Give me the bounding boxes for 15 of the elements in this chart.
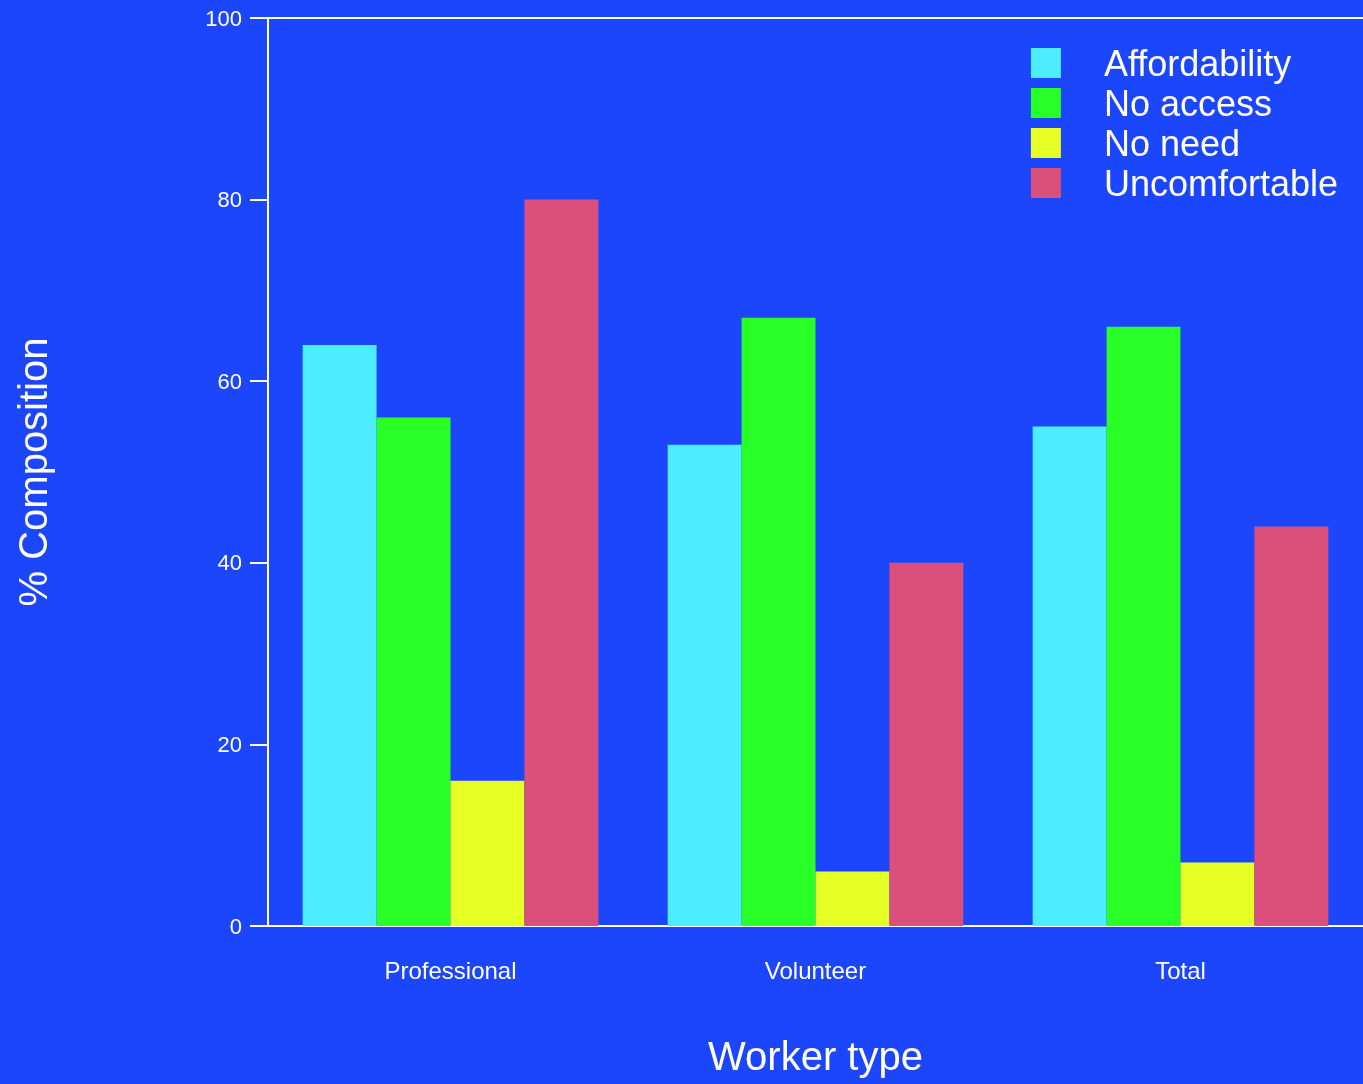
y-tick-label: 0 (229, 913, 242, 939)
x-tick-label: Professional (384, 956, 517, 984)
y-tick-label: 80 (217, 187, 242, 213)
y-tick-label: 40 (217, 550, 242, 576)
y-axis-title: % Composition (11, 337, 55, 607)
x-axis-title: Worker type (708, 1034, 923, 1078)
y-tick-label: 60 (217, 368, 242, 394)
legend-label: Uncomfortable (1103, 162, 1338, 204)
y-tick-label: 20 (217, 731, 242, 757)
x-tick-label: Total (1155, 956, 1206, 984)
legend-label: No need (1103, 122, 1240, 164)
x-tick-label: Volunteer (764, 956, 867, 984)
legend-label: Affordability (1103, 42, 1292, 84)
y-tick-label: 100 (205, 5, 242, 31)
legend-label: No access (1103, 82, 1272, 124)
